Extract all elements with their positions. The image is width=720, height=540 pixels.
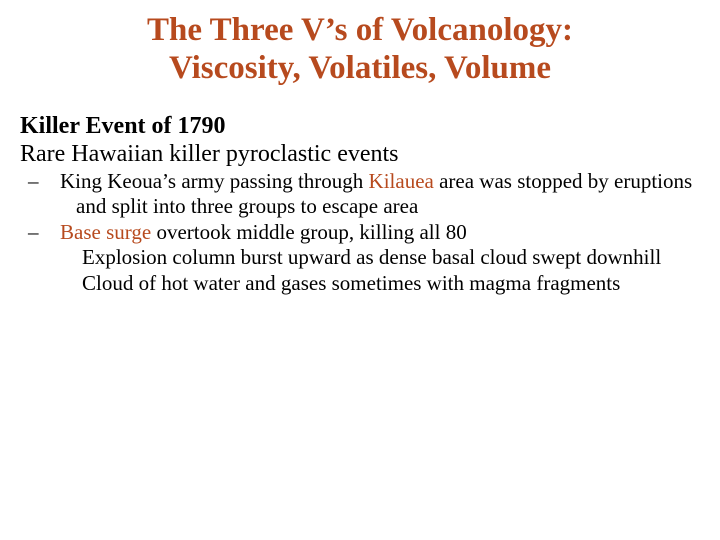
sub-item-text: Cloud of hot water and gases sometimes w… (100, 271, 700, 297)
sub-item: Cloud of hot water and gases sometimes w… (82, 271, 700, 297)
bullet-text-post: overtook middle group, killing all 80 (151, 220, 467, 244)
slide-body: Killer Event of 1790 Rare Hawaiian kille… (20, 112, 700, 297)
title-line-1: The Three V’s of Volcanology: (147, 12, 573, 48)
sub-item-line: Explosion column burst upward as dense b… (82, 245, 661, 269)
section-heading: Killer Event of 1790 (20, 112, 700, 140)
bullet-accent: Base surge (60, 220, 151, 244)
slide: The Three V’s of Volcanology: Viscosity,… (0, 0, 720, 540)
sub-item: Explosion column burst upward as dense b… (82, 245, 700, 271)
bullet-dash: – (44, 220, 60, 246)
bullet-dash: – (44, 169, 60, 195)
section-subheading: Rare Hawaiian killer pyroclastic events (20, 140, 700, 168)
title-line-2: Viscosity, Volatiles, Volume (169, 50, 551, 86)
bullet-accent: Kilauea (369, 169, 434, 193)
sub-item-text: Explosion column burst upward as dense b… (100, 245, 700, 271)
sub-item-line: Cloud of hot water and gases sometimes w… (82, 271, 620, 295)
bullet-text-pre: King Keoua’s army passing through (60, 169, 369, 193)
bullet-item: –King Keoua’s army passing through Kilau… (60, 169, 700, 220)
slide-title: The Three V’s of Volcanology: Viscosity,… (20, 12, 700, 88)
bullet-item: –Base surge overtook middle group, killi… (60, 220, 700, 246)
